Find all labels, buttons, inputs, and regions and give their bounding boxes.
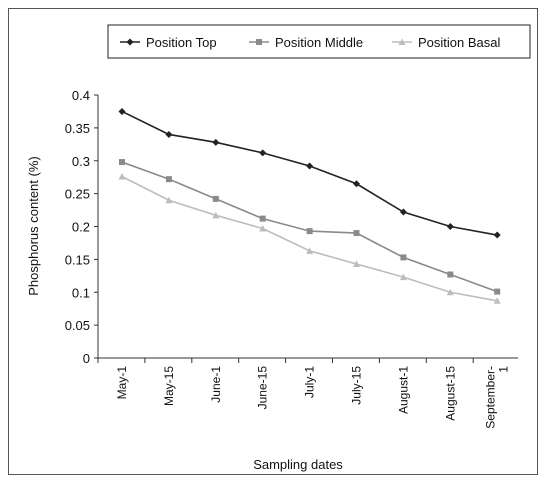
y-tick-label: 0.4	[72, 88, 90, 103]
series-position-middle	[119, 159, 501, 295]
x-tick-label-september-1: September- 1	[484, 366, 511, 429]
data-point-position-middle	[400, 254, 407, 261]
y-tick-label: 0.05	[65, 318, 90, 333]
x-tick-label-line: July-15	[350, 366, 364, 405]
data-point-position-middle	[494, 288, 501, 295]
data-point-position-middle	[447, 271, 454, 278]
data-point-position-basal	[446, 288, 454, 296]
data-point-position-basal	[399, 273, 407, 281]
data-point-position-top	[446, 223, 454, 230]
data-point-position-basal	[259, 224, 267, 232]
data-point-position-middle	[259, 215, 266, 222]
legend-swatch-marker	[398, 38, 406, 45]
data-point-position-top	[212, 138, 220, 146]
y-tick-label: 0.1	[72, 285, 90, 300]
series-group	[118, 107, 501, 304]
x-tick-label-june-1: June-1	[209, 366, 223, 403]
legend-item-position-top: Position Top	[120, 35, 217, 50]
data-point-position-basal	[493, 297, 501, 304]
y-tick-label: 0.2	[72, 220, 90, 235]
x-tick-label-line: June-15	[256, 366, 270, 410]
chart-border	[8, 8, 538, 475]
x-tick-label-july-15: July-15	[350, 366, 364, 405]
y-tick-label: 0.25	[65, 187, 90, 202]
y-tick-label: 0.3	[72, 154, 90, 169]
legend: Position Top Position Middle Position Basa…	[107, 24, 531, 59]
legend-item-position-basal: Position Basal	[392, 35, 500, 50]
data-point-position-top	[353, 180, 360, 188]
legend-label: Position Middle	[275, 35, 363, 50]
x-tick-label-line: August-15	[443, 366, 457, 421]
x-axis-label: Sampling dates	[253, 457, 343, 472]
data-point-position-top	[493, 231, 501, 239]
y-tick-label: 0.35	[65, 121, 90, 136]
x-tick-label-line: June-1	[209, 366, 223, 403]
data-point-position-middle	[212, 195, 219, 202]
data-point-position-basal	[353, 260, 360, 267]
data-point-position-middle	[306, 228, 313, 235]
data-point-position-basal	[306, 247, 314, 254]
data-point-position-basal	[212, 211, 220, 219]
x-tick-label-line: May-15	[162, 366, 176, 406]
data-point-position-top	[165, 130, 173, 138]
x-tick-label-july-1: July-1	[303, 366, 317, 398]
data-point-position-top	[259, 149, 267, 157]
data-point-position-top	[118, 107, 126, 115]
x-tick-label-may-1: May-1	[115, 366, 129, 400]
data-point-position-basal	[118, 173, 126, 180]
legend-label: Position Top	[146, 35, 217, 50]
legend-box	[107, 24, 531, 59]
x-tick-label-august-15: August-15	[443, 366, 457, 421]
series-position-top	[118, 107, 501, 239]
x-tick-label-june-15: June-15	[256, 366, 270, 410]
legend-item-position-middle: Position Middle	[249, 35, 363, 50]
legend-label: Position Basal	[418, 35, 500, 50]
x-tick-label-line: May-1	[115, 366, 129, 400]
x-axis-ticks: May-1 May-15 June-1 June-15 July-1 July-15 Aug…	[97, 358, 511, 429]
series-position-basal	[118, 173, 501, 304]
data-point-position-middle	[353, 230, 360, 237]
data-point-position-middle	[119, 159, 125, 166]
legend-swatch-marker	[256, 39, 262, 45]
x-tick-label-line: September-	[484, 366, 498, 429]
data-point-position-top	[399, 208, 407, 216]
x-tick-label-august-1: August-1	[396, 366, 410, 414]
legend-swatch-marker	[126, 38, 134, 46]
y-tick-label: 0	[83, 351, 90, 366]
y-tick-label: 0.15	[65, 252, 90, 267]
y-axis-ticks: 0 0.05 0.1 0.15 0.2 0.25 0.3 0.35 0.4	[65, 88, 98, 366]
x-tick-label-line: July-1	[303, 366, 317, 398]
data-point-position-top	[306, 162, 314, 170]
x-tick-label-may-15: May-15	[162, 366, 176, 406]
data-point-position-basal	[165, 196, 173, 204]
x-tick-label-line: 1	[497, 366, 511, 373]
y-axis-label: Phosphorus content (%)	[26, 156, 41, 295]
data-point-position-middle	[165, 176, 172, 183]
x-tick-label-line: August-1	[396, 366, 410, 414]
